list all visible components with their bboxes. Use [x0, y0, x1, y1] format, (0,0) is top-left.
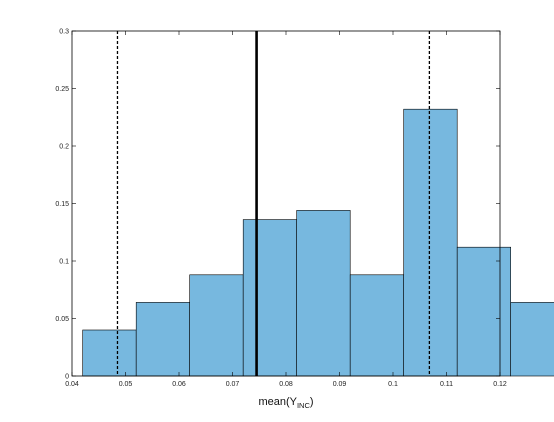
- y-axis-ticks: 0 0.05 0.1 0.15 0.2 0.25 0.3: [55, 29, 500, 381]
- histogram-bar: [189, 274, 244, 377]
- x-tick-label: 0.1: [388, 381, 398, 388]
- histogram-bar: [456, 246, 512, 377]
- histogram-bar: [242, 219, 297, 377]
- x-axis-ticks: 0.04 0.05 0.06 0.07 0.08 0.09 0.1 0.11 0.12: [65, 31, 507, 388]
- y-tick-label: 0.1: [59, 259, 69, 266]
- y-tick-label: 0: [65, 374, 69, 381]
- x-tick-label: 0.04: [65, 381, 79, 388]
- reference-lines: [116, 31, 431, 376]
- x-tick-label: 0.12: [493, 381, 507, 388]
- x-tick-label: 0.09: [333, 381, 347, 388]
- y-tick-label: 0.25: [55, 86, 69, 93]
- x-tick-label: 0.11: [440, 381, 453, 388]
- histogram-bar: [135, 302, 190, 377]
- histogram-bar: [349, 274, 405, 377]
- histogram-bar: [296, 210, 351, 377]
- x-tick-label: 0.05: [119, 381, 133, 388]
- histogram-bar: [403, 108, 458, 377]
- histogram-bar: [510, 302, 554, 377]
- x-axis-label: mean(YINC): [258, 396, 313, 410]
- histogram-bars: [82, 108, 554, 377]
- y-tick-label: 0.2: [59, 144, 69, 151]
- x-tick-label: 0.06: [172, 381, 186, 388]
- x-tick-label: 0.07: [226, 381, 240, 388]
- histogram-bar: [82, 329, 137, 377]
- y-tick-label: 0.05: [55, 316, 69, 323]
- y-tick-label: 0.3: [59, 29, 69, 36]
- x-tick-label: 0.08: [279, 381, 293, 388]
- y-tick-label: 0.15: [55, 201, 69, 208]
